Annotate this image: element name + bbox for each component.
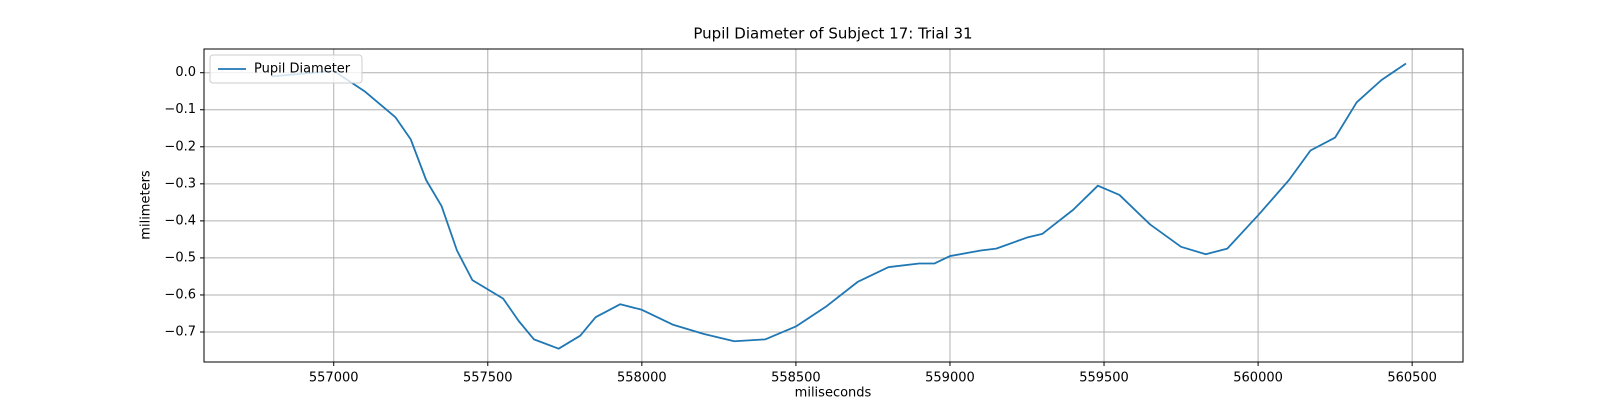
y-tick-label: −0.1 xyxy=(164,102,196,117)
y-tick-label: 0.0 xyxy=(175,65,196,80)
plot-frame xyxy=(203,48,1464,363)
x-tick-label: 557500 xyxy=(463,371,513,386)
y-tick-label: −0.7 xyxy=(164,324,196,339)
legend-label: Pupil Diameter xyxy=(254,62,351,77)
legend-box xyxy=(209,54,363,84)
y-tick-label: −0.6 xyxy=(164,287,196,302)
x-axis-label: miliseconds xyxy=(795,386,872,400)
y-tick-label: −0.5 xyxy=(164,250,196,265)
x-tick-label: 557000 xyxy=(309,371,359,386)
chart-title: Pupil Diameter of Subject 17: Trial 31 xyxy=(693,25,972,43)
y-tick-label: −0.3 xyxy=(164,176,196,191)
x-tick-label: 559000 xyxy=(925,371,975,386)
legend: Pupil Diameter xyxy=(209,54,363,84)
x-tick-label: 559500 xyxy=(1079,371,1129,386)
y-tick-label: −0.4 xyxy=(164,213,196,228)
data-line xyxy=(272,62,1407,350)
y-axis-label: milimeters xyxy=(139,170,154,240)
x-tick-label: 558500 xyxy=(771,371,821,386)
x-tick-label: 558000 xyxy=(617,371,667,386)
y-tick-label: −0.2 xyxy=(164,139,196,154)
x-tick-label: 560000 xyxy=(1233,371,1283,386)
x-tick-label: 560500 xyxy=(1387,371,1437,386)
